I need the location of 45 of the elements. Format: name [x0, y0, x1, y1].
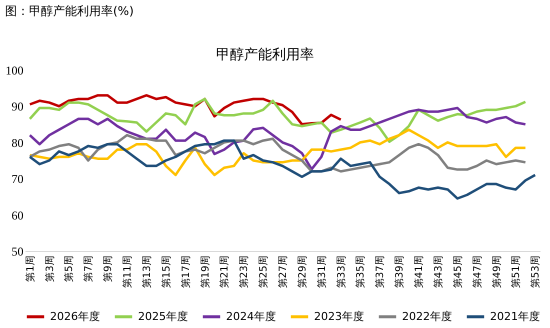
x-tick-label: 第11周 [122, 256, 134, 288]
y-tick-label: 50 [12, 244, 24, 258]
line-series [28, 98, 527, 143]
x-tick-label: 第43周 [432, 256, 444, 288]
legend-label: 2023年度 [314, 310, 364, 323]
legend-label: 2025年度 [138, 310, 188, 323]
x-tick-label: 第39周 [394, 256, 406, 288]
x-tick-label: 第51周 [510, 256, 522, 288]
y-tick-label: 100 [6, 64, 24, 78]
legend-label: 2022年度 [402, 310, 452, 323]
legend-label: 2021年度 [490, 310, 540, 323]
legend-label: 2026年度 [50, 310, 100, 323]
x-tick-label: 第27周 [277, 256, 289, 288]
x-tick-label: 第31周 [316, 256, 328, 288]
x-tick-label: 第53周 [530, 256, 542, 288]
x-tick-label: 第37周 [374, 256, 386, 288]
x-tick-label: 第19周 [199, 256, 212, 288]
x-tick-label: 第1周 [24, 256, 36, 282]
x-tick-label: 第21周 [218, 256, 231, 288]
x-tick-label: 第45周 [452, 256, 464, 288]
chart-title: 图：甲醇产能利用率(%) [5, 4, 134, 18]
x-tick-label: 第3周 [44, 256, 56, 282]
x-tick-label: 第41周 [413, 256, 426, 288]
chart-subtitle: 甲醇产能利用率 [216, 47, 314, 63]
y-tick-label: 90 [12, 100, 24, 114]
x-tick-label: 第33周 [335, 256, 348, 288]
x-tick-label: 第23周 [238, 256, 250, 288]
line-series [28, 106, 527, 170]
x-tick-label: 第15周 [160, 256, 172, 288]
x-tick-label: 第47周 [471, 256, 484, 288]
x-tick-label: 第9周 [102, 256, 114, 282]
x-tick-label: 第17周 [180, 256, 192, 288]
y-tick-label: 80 [12, 136, 24, 150]
x-tick-label: 第25周 [258, 256, 270, 288]
x-tick-label: 第49周 [490, 256, 503, 288]
line-series [28, 128, 527, 176]
y-tick-label: 60 [12, 208, 24, 222]
x-tick-label: 第29周 [296, 256, 308, 288]
x-tick-label: 第7周 [82, 256, 95, 282]
x-tick-label: 第35周 [354, 256, 367, 288]
x-tick-label: 第13周 [140, 256, 153, 288]
legend-label: 2024年度 [226, 310, 276, 323]
line-series [28, 139, 536, 200]
x-tick-label: 第5周 [63, 256, 76, 282]
y-tick-label: 70 [12, 172, 24, 186]
